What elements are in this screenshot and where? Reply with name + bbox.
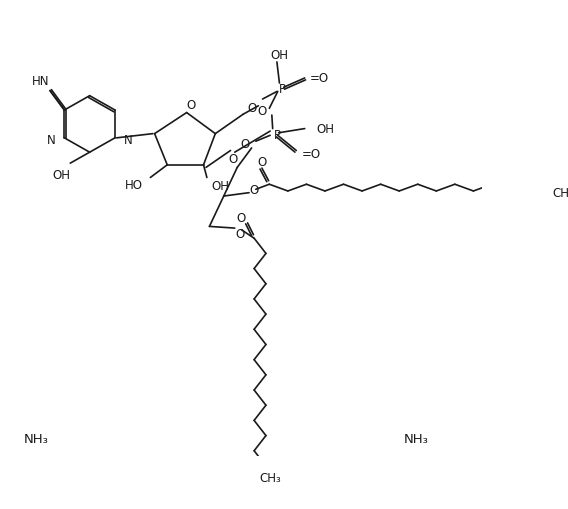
Text: OH: OH (316, 123, 335, 136)
Text: O: O (237, 211, 246, 224)
Text: CH₃: CH₃ (552, 187, 568, 200)
Text: NH₃: NH₃ (404, 433, 428, 445)
Text: O: O (228, 152, 237, 165)
Text: =O: =O (302, 147, 320, 160)
Text: O: O (240, 138, 249, 151)
Text: CH₃: CH₃ (259, 471, 281, 484)
Text: OH: OH (270, 49, 289, 62)
Text: O: O (257, 105, 266, 118)
Text: N: N (47, 134, 56, 147)
Text: O: O (249, 183, 259, 196)
Text: O: O (247, 102, 256, 115)
Text: O: O (257, 156, 266, 168)
Text: OH: OH (53, 168, 71, 181)
Text: NH₃: NH₃ (24, 433, 49, 445)
Text: OH: OH (211, 180, 229, 193)
Text: N: N (123, 134, 132, 147)
Text: P: P (278, 83, 286, 96)
Text: P: P (273, 129, 281, 142)
Text: O: O (186, 99, 195, 112)
Text: HN: HN (32, 75, 49, 88)
Text: =O: =O (310, 72, 329, 86)
Text: O: O (235, 227, 244, 240)
Text: HO: HO (124, 178, 143, 191)
